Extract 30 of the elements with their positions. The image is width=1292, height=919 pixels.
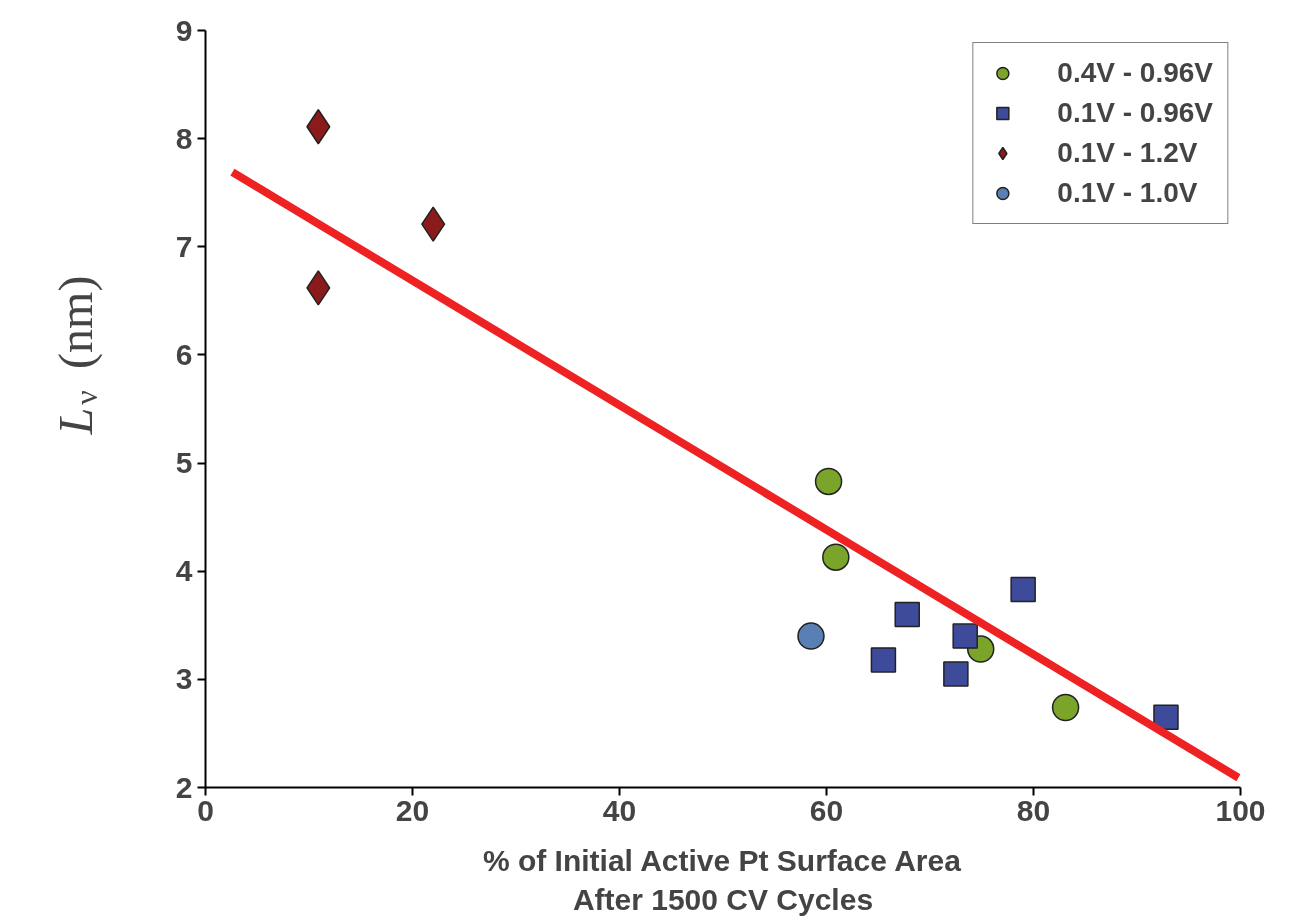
x-tick-label: 60 — [809, 793, 844, 827]
point — [822, 543, 850, 571]
legend-label: 0.1V - 1.2V — [1057, 137, 1198, 169]
legend-label: 0.1V - 0.96V — [1057, 97, 1213, 129]
x-tick-label: 20 — [395, 793, 430, 827]
x-tick-label: 100 — [1215, 793, 1266, 827]
legend-label: 0.4V - 0.96V — [1057, 57, 1213, 89]
point — [952, 623, 978, 649]
legend-label: 0.1V - 1.0V — [1057, 177, 1198, 209]
y-tick-label: 2 — [175, 770, 193, 804]
point — [814, 467, 843, 496]
y-tick-label: 7 — [175, 229, 193, 263]
y-axis-title: Lν (nm) — [49, 275, 104, 436]
y-tick-label: 5 — [175, 446, 193, 480]
x-tick-label: 80 — [1016, 793, 1051, 827]
y-tick-label: 4 — [175, 554, 193, 588]
point — [894, 601, 920, 628]
point — [870, 647, 897, 673]
point — [1010, 576, 1036, 603]
point — [943, 661, 969, 687]
x-axis-title: % of Initial Active Pt Surface Area After 1500 CV Cycles — [482, 843, 962, 917]
point — [1153, 704, 1179, 730]
x-tick-label: 40 — [602, 793, 637, 827]
y-tick-label: 9 — [175, 13, 193, 47]
y-tick-label: 3 — [175, 662, 193, 696]
x-tick-label: 0 — [197, 793, 214, 827]
point — [797, 622, 825, 650]
y-tick-label: 8 — [175, 121, 193, 155]
point — [1051, 693, 1080, 722]
y-tick-label: 6 — [175, 337, 193, 371]
